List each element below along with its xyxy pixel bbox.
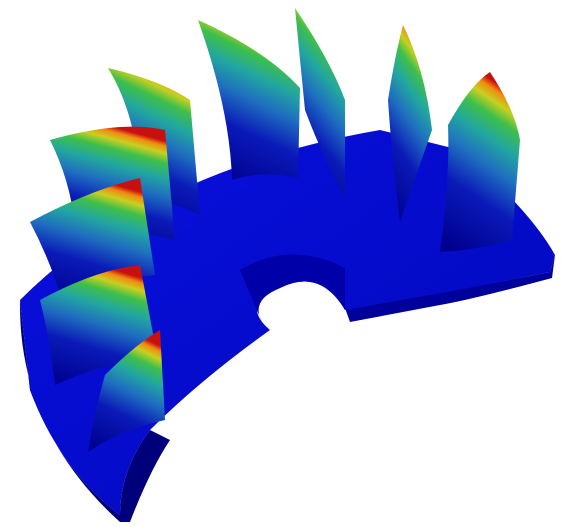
page (0, 0, 563, 527)
render (0, 0, 563, 527)
blade (198, 20, 300, 180)
blade (440, 72, 520, 252)
